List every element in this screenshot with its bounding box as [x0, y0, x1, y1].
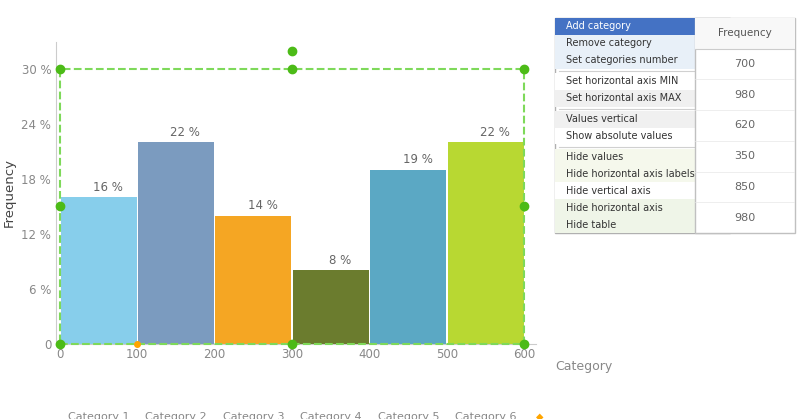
Text: Set horizontal axis MIN: Set horizontal axis MIN: [566, 76, 678, 86]
Text: Category 2: Category 2: [145, 412, 207, 419]
Text: 22 %: 22 %: [170, 126, 200, 139]
Text: Show absolute values: Show absolute values: [566, 131, 672, 141]
Bar: [138, 142, 214, 344]
Text: 700: 700: [734, 59, 755, 69]
Bar: [555, 166, 730, 182]
Text: Category: Category: [555, 360, 613, 373]
Bar: [555, 90, 730, 106]
Text: Values vertical: Values vertical: [566, 114, 637, 124]
Text: Frequency: Frequency: [718, 28, 772, 39]
Text: Category 3: Category 3: [222, 412, 284, 419]
Bar: [370, 170, 446, 344]
Text: 22 %: 22 %: [480, 126, 510, 139]
Bar: [555, 149, 730, 166]
Text: ◆: ◆: [536, 412, 544, 419]
Bar: [555, 182, 730, 199]
Y-axis label: Frequency: Frequency: [2, 158, 16, 227]
Bar: [555, 199, 730, 216]
Text: 14 %: 14 %: [248, 199, 278, 212]
Bar: [555, 111, 730, 128]
Text: 19 %: 19 %: [402, 153, 433, 166]
Text: 980: 980: [734, 213, 756, 222]
Text: 620: 620: [734, 121, 755, 130]
Text: Category 1: Category 1: [68, 412, 130, 419]
Bar: [555, 18, 730, 35]
Bar: [215, 216, 291, 344]
Text: Hide table: Hide table: [566, 220, 616, 230]
Text: Remove category: Remove category: [566, 38, 651, 48]
Bar: [555, 73, 730, 90]
Bar: [61, 197, 137, 344]
Bar: [695, 18, 795, 49]
Text: 850: 850: [734, 182, 755, 192]
Text: Hide values: Hide values: [566, 152, 622, 162]
Text: Category 4: Category 4: [300, 412, 362, 419]
Bar: [555, 128, 730, 145]
Text: Add category: Add category: [566, 21, 630, 31]
Bar: [555, 35, 730, 52]
Text: Set categories number: Set categories number: [566, 55, 677, 65]
Text: Category 6: Category 6: [455, 412, 517, 419]
Text: 350: 350: [734, 151, 755, 161]
Text: Set horizontal axis MAX: Set horizontal axis MAX: [566, 93, 681, 103]
Text: Hide horizontal axis: Hide horizontal axis: [566, 203, 662, 213]
Text: 980: 980: [734, 90, 756, 100]
Text: 8 %: 8 %: [329, 254, 351, 267]
Bar: [448, 142, 524, 344]
Text: Hide vertical axis: Hide vertical axis: [566, 186, 650, 196]
Bar: [293, 270, 369, 344]
Text: 16 %: 16 %: [93, 181, 123, 194]
Text: Hide horizontal axis labels: Hide horizontal axis labels: [566, 169, 694, 179]
Bar: [555, 216, 730, 233]
Text: Category 5: Category 5: [378, 412, 439, 419]
Bar: [555, 52, 730, 69]
